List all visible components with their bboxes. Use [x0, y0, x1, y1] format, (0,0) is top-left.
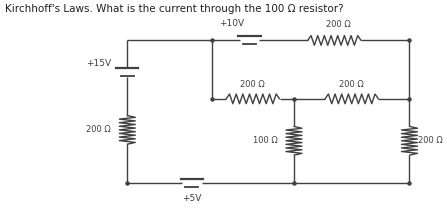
Text: +10V: +10V [219, 19, 245, 28]
Text: +15V: +15V [86, 59, 111, 68]
Text: 200 Ω: 200 Ω [86, 125, 111, 134]
Text: Kirchhoff's Laws. What is the current through the 100 Ω resistor?: Kirchhoff's Laws. What is the current th… [5, 4, 344, 14]
Text: 200 Ω: 200 Ω [240, 80, 265, 89]
Text: +5V: +5V [182, 194, 202, 203]
Text: 200 Ω: 200 Ω [326, 20, 351, 30]
Text: 200 Ω: 200 Ω [418, 136, 443, 145]
Text: 100 Ω: 100 Ω [253, 136, 278, 145]
Text: 200 Ω: 200 Ω [339, 80, 364, 89]
